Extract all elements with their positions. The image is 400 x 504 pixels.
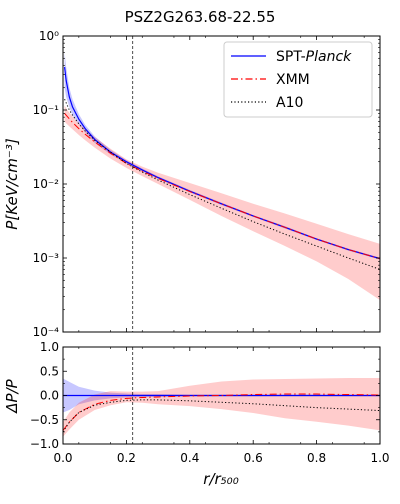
top-line-a10 (64, 98, 380, 270)
legend-box (223, 41, 373, 118)
bottom-plot-frame (62, 346, 381, 445)
bottom-panel: 0.0 0.2 0.4 0.6 0.8 1.0 −1.0 −0.5 0.0 0.5 1.0 ΔP/P… (3, 340, 390, 488)
bottom-band-xmm (63, 378, 380, 437)
legend-label-xmm: XMM (276, 72, 310, 88)
bottom-line-a10 (63, 399, 380, 433)
top-y-tick-label: 10⁻¹ (33, 103, 60, 117)
top-panel: 10⁻⁴ 10⁻³ 10⁻² 10⁻¹ 10⁰ P[KeV/cm⁻³] SPT-Plan… (3, 29, 381, 339)
legend: SPT-Planck XMM A10 (223, 41, 373, 118)
x-axis-label: r/r₅₀₀ (203, 470, 238, 488)
x-tick-label: 0.0 (53, 451, 72, 465)
chart-title: PSZ2G263.68-22.55 (125, 8, 276, 26)
top-band-xmm (64, 105, 380, 301)
top-y-tick-label: 10⁻⁴ (33, 325, 60, 339)
bottom-y-tick-label: −1.0 (30, 437, 59, 451)
top-y-tick-label: 10⁻³ (33, 251, 60, 265)
legend-label-a10: A10 (276, 95, 303, 111)
bottom-y-tick-label: −0.5 (30, 413, 59, 427)
top-plot-frame (62, 35, 381, 333)
bottom-y-tick-label: 0.0 (40, 389, 59, 403)
top-y-tick-label: 10⁰ (39, 29, 59, 43)
top-y-tick-label: 10⁻² (33, 177, 60, 191)
bottom-y-tick-label: 1.0 (40, 340, 59, 354)
x-tick-label: 0.2 (117, 451, 136, 465)
x-tick-label: 0.8 (307, 451, 326, 465)
legend-label-spt-planck: SPT-Planck (276, 49, 352, 65)
bottom-y-axis-label: ΔP/P (3, 378, 21, 413)
x-tick-label: 0.4 (180, 451, 199, 465)
bottom-y-tick-label: 0.5 (40, 364, 59, 378)
top-y-axis-label: P[KeV/cm⁻³] (3, 138, 21, 230)
x-tick-label: 0.6 (244, 451, 263, 465)
x-tick-label: 1.0 (370, 451, 389, 465)
